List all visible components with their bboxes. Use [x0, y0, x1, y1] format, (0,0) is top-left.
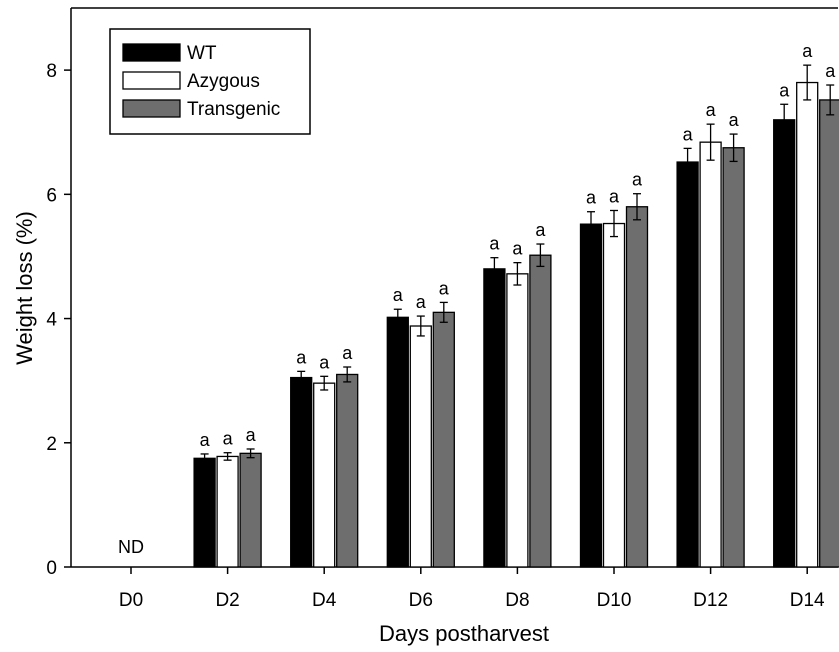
significance-label: a [200, 430, 211, 450]
y-tick-label: 8 [46, 61, 57, 82]
bar-wt-d12 [676, 161, 699, 568]
significance-label: a [729, 110, 740, 130]
significance-label: a [802, 41, 813, 61]
significance-label: a [535, 220, 546, 240]
significance-label: a [439, 278, 450, 298]
y-tick-label: 0 [46, 558, 57, 579]
x-tick-label: D12 [693, 590, 728, 611]
significance-label: a [586, 188, 597, 208]
x-tick-label: D8 [505, 590, 529, 611]
x-axis-title: Days postharvest [379, 621, 549, 646]
significance-label: a [489, 234, 500, 254]
y-tick-label: 2 [46, 434, 57, 455]
bar-transgenic-d10 [625, 206, 649, 568]
significance-label: a [779, 80, 790, 100]
significance-label: a [319, 352, 330, 372]
x-tick-label: D6 [409, 590, 433, 611]
significance-label: a [223, 429, 234, 449]
significance-label: a [609, 186, 620, 206]
x-tick-label: D2 [215, 590, 239, 611]
significance-label: a [416, 292, 427, 312]
x-tick-label: D0 [119, 590, 143, 611]
bar-azygous-d2 [216, 455, 239, 568]
x-tick-label: D14 [790, 590, 825, 611]
bar-azygous-d6 [409, 325, 432, 568]
legend-swatch [122, 71, 181, 90]
significance-label: a [683, 124, 694, 144]
significance-label: a [246, 425, 257, 445]
legend-label: WT [187, 43, 217, 64]
legend-label: Transgenic [187, 99, 280, 120]
bar-wt-d6 [386, 316, 409, 568]
bar-azygous-d8 [506, 273, 529, 568]
x-tick-label: D4 [312, 590, 337, 611]
significance-label: a [825, 61, 836, 81]
significance-label: a [512, 239, 523, 259]
legend: WT Azygous Transgenic [109, 28, 311, 135]
bar-wt-d8 [483, 268, 506, 568]
significance-label: a [342, 343, 353, 363]
legend-label: Azygous [187, 71, 260, 92]
bar-transgenic-d14 [819, 99, 839, 568]
significance-label: a [632, 170, 643, 190]
bar-transgenic-d4 [336, 373, 359, 568]
bar-wt-d10 [579, 223, 603, 568]
y-axis-title: Weight loss (%) [12, 211, 37, 365]
significance-label: a [393, 285, 404, 305]
bars [193, 64, 839, 568]
bar-transgenic-d8 [529, 254, 552, 568]
bar-wt-d2 [193, 457, 216, 568]
axes: 0 2 4 6 8 D0 D2 D4 D6 D8 D10 D12 D14 [46, 7, 838, 611]
nd-annotation: ND [118, 537, 144, 557]
bar-azygous-d12 [699, 141, 722, 568]
bar-wt-d4 [290, 376, 313, 568]
legend-swatch [122, 99, 181, 118]
y-tick-label: 6 [46, 185, 57, 206]
bar-wt-d14 [773, 119, 796, 568]
significance-label: a [296, 347, 307, 367]
x-tick-label: D10 [597, 590, 632, 611]
bar-transgenic-d2 [239, 452, 262, 568]
bar-transgenic-d6 [432, 311, 455, 568]
y-tick-label: 4 [46, 310, 57, 331]
bar-azygous-d4 [313, 382, 336, 568]
bar-transgenic-d12 [722, 147, 745, 568]
significance-label: a [706, 100, 717, 120]
legend-swatch [122, 43, 181, 62]
bar-azygous-d10 [602, 222, 626, 568]
bar-azygous-d14 [796, 81, 819, 568]
